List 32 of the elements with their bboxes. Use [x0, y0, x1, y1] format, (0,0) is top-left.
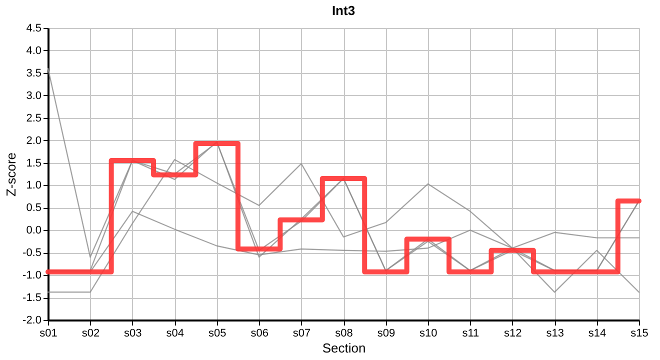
- y-tick-label: -2.0: [22, 314, 42, 326]
- x-tick-label: s03: [124, 328, 142, 340]
- y-tick-label: 3.5: [26, 67, 42, 80]
- y-tick-label: -1.0: [22, 270, 42, 282]
- y-tick-label: 1.5: [26, 157, 42, 170]
- y-tick-label: 4.5: [26, 22, 42, 34]
- x-tick-label: s07: [292, 328, 311, 340]
- x-tick-label: s08: [335, 328, 353, 340]
- y-tick-label: 2.0: [26, 134, 42, 147]
- x-axis-title: Section: [322, 340, 366, 356]
- x-tick-label: s15: [630, 328, 648, 340]
- x-tick-label: s05: [208, 328, 226, 340]
- y-tick-label: 2.5: [26, 112, 42, 124]
- x-tick-label: s06: [250, 328, 268, 340]
- y-tick-label: -0.5: [22, 247, 42, 260]
- y-tick-label: -1.5: [22, 292, 42, 304]
- x-tick-label: s02: [82, 328, 100, 340]
- x-tick-label: s04: [166, 328, 184, 340]
- x-tick-label: s14: [588, 328, 606, 340]
- y-tick-label: 0.5: [26, 202, 42, 214]
- y-tick-label: 1.0: [26, 180, 42, 192]
- x-tick-label: s12: [504, 328, 522, 340]
- y-axis-title: Z-score: [4, 152, 19, 197]
- y-tick-label: 0.0: [26, 224, 42, 237]
- x-tick-label: s09: [377, 328, 396, 340]
- x-tick-label: s11: [462, 328, 480, 340]
- y-tick-label: 3.0: [26, 90, 42, 102]
- chart-title: Int3: [332, 3, 356, 18]
- x-tick-label: s01: [40, 328, 58, 340]
- x-tick-label: s10: [420, 328, 438, 340]
- y-tick-label: 4.0: [26, 44, 42, 57]
- x-tick-label: s13: [546, 328, 564, 340]
